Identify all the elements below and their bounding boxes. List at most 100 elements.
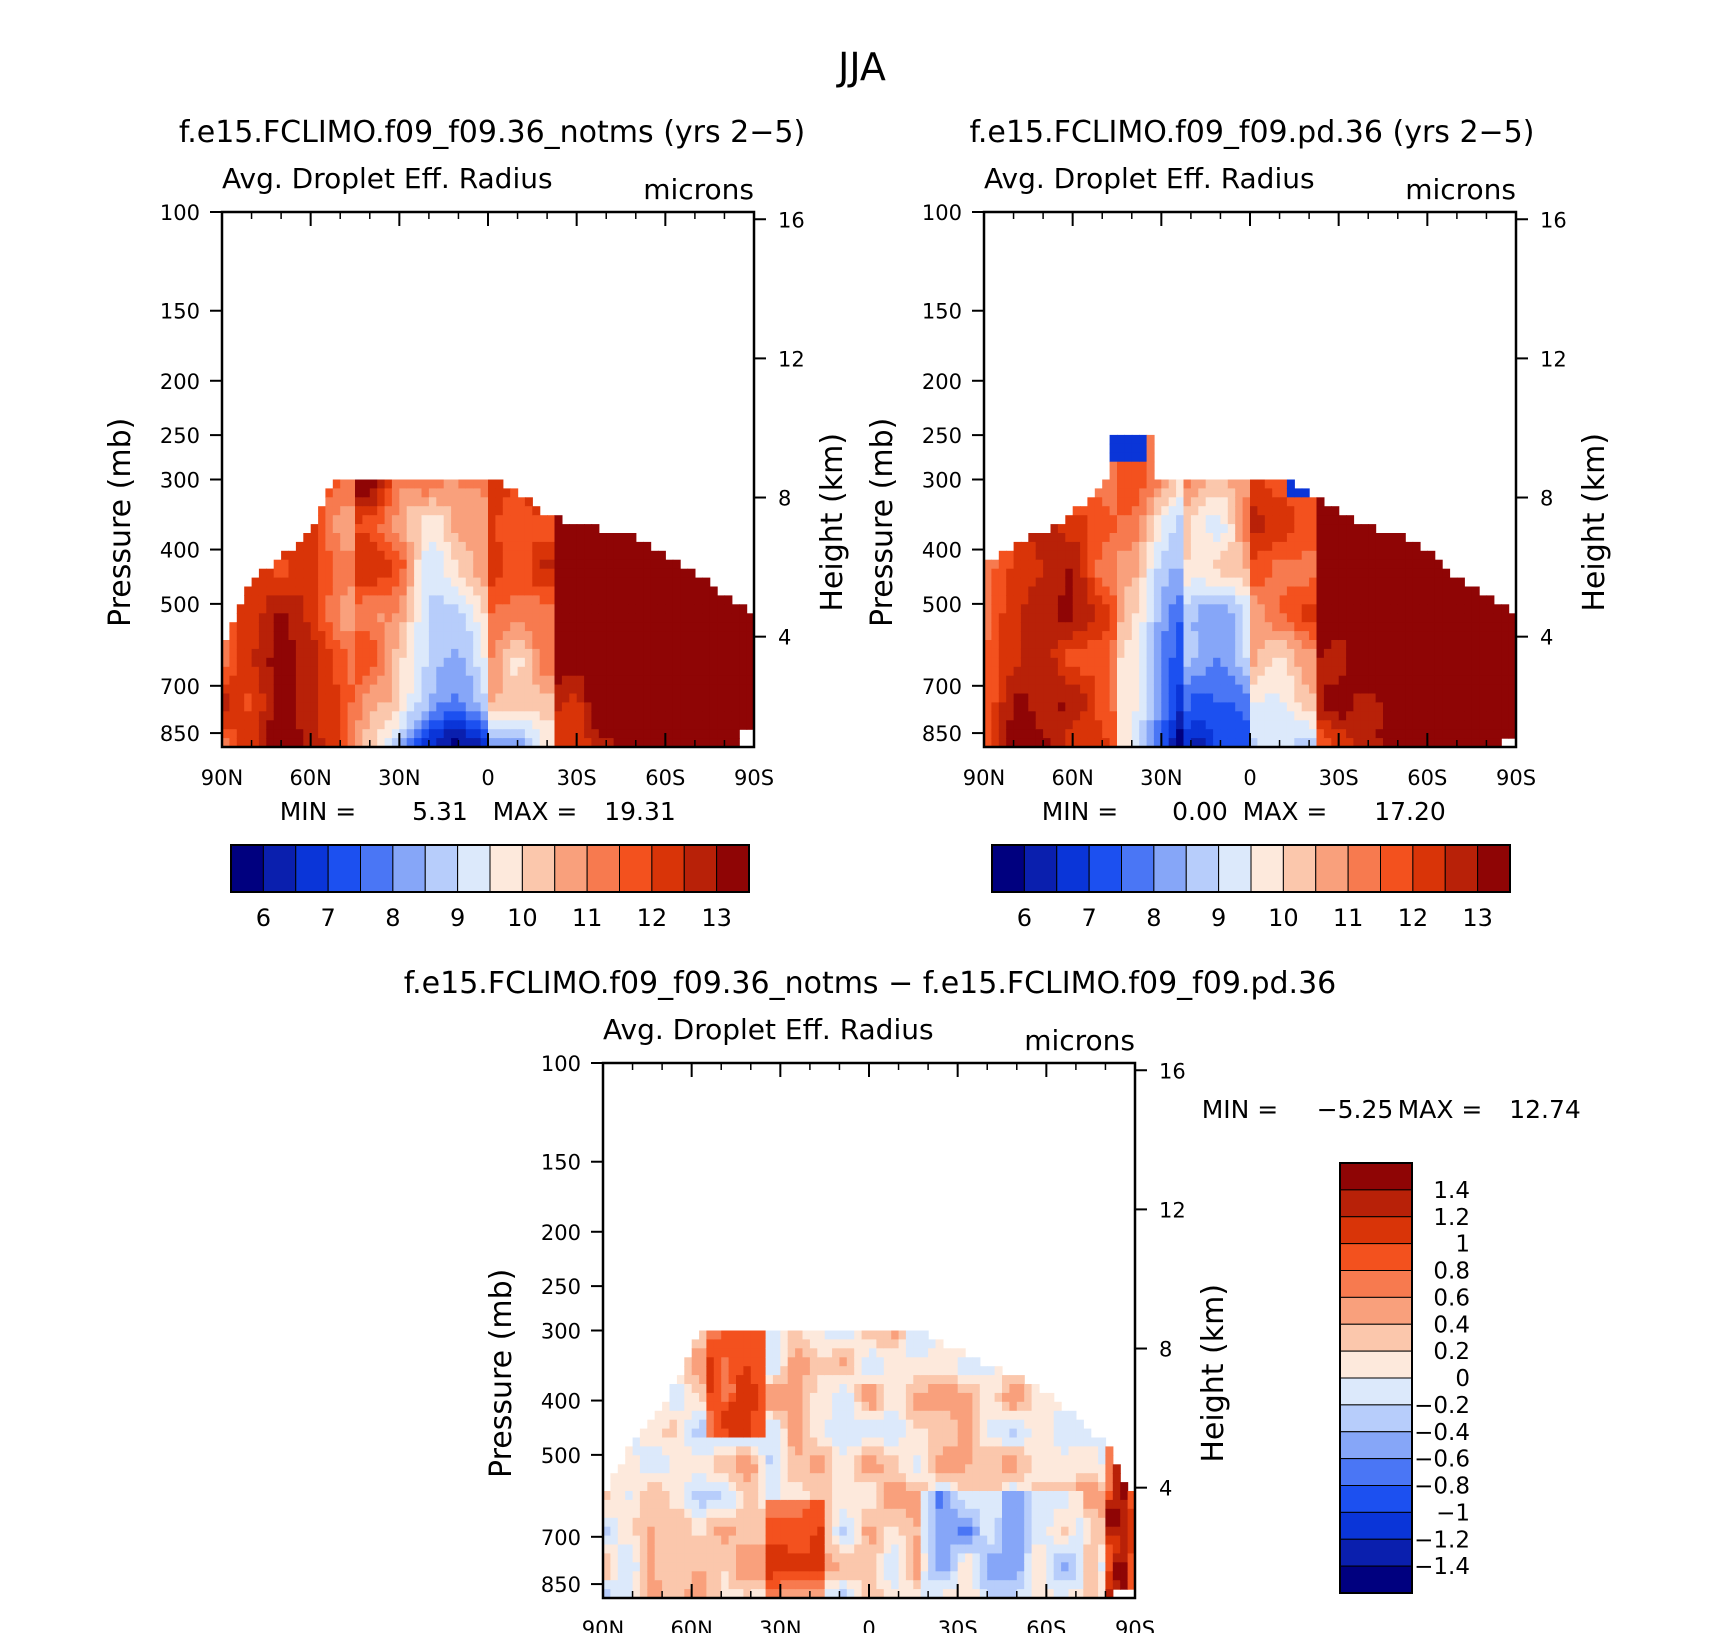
- heatmap-cell: [669, 1526, 678, 1537]
- heatmap-cell: [369, 506, 378, 516]
- heatmap-cell: [1131, 568, 1140, 579]
- heatmap-cell: [488, 631, 496, 641]
- heatmap-cell: [1006, 666, 1015, 677]
- heatmap-cell: [1205, 515, 1214, 525]
- heatmap-cell: [772, 1491, 781, 1501]
- heatmap-cell: [1006, 702, 1015, 712]
- heatmap-cell: [1153, 524, 1162, 534]
- heatmap-cell: [362, 720, 371, 730]
- heatmap-cell: [1323, 631, 1332, 641]
- heatmap-cell: [883, 1589, 892, 1599]
- heatmap-cell: [721, 1428, 730, 1439]
- heatmap-cell: [1323, 711, 1332, 721]
- heatmap-cell: [998, 568, 1007, 579]
- heatmap-cell: [325, 684, 334, 695]
- heatmap-cell: [699, 1464, 708, 1474]
- heatmap-cell: [724, 684, 733, 695]
- heatmap-cell: [428, 648, 437, 659]
- heatmap-cell: [1442, 568, 1451, 579]
- heatmap-cell: [488, 559, 496, 570]
- heatmap-cell: [1316, 640, 1325, 650]
- heatmap-cell: [391, 559, 400, 570]
- heatmap-cell: [355, 702, 363, 712]
- heatmap-cell: [251, 693, 260, 703]
- heatmap-cell: [295, 684, 304, 695]
- heatmap-cell: [399, 533, 408, 543]
- heatmap-cell: [1227, 613, 1236, 623]
- heatmap-cell: [657, 693, 666, 703]
- heatmap-cell: [795, 1482, 804, 1492]
- heatmap-cell: [984, 559, 992, 570]
- heatmap-cell: [1087, 613, 1096, 623]
- heatmap-cell: [628, 631, 637, 641]
- heatmap-cell: [539, 648, 548, 659]
- heatmap-cell: [750, 1571, 759, 1581]
- heatmap-cell: [691, 1339, 700, 1349]
- heatmap-cell: [728, 1428, 737, 1439]
- heatmap-cell: [680, 631, 689, 641]
- heatmap-cell: [569, 631, 578, 641]
- heatmap-cell: [347, 497, 356, 507]
- heatmap-cell: [680, 738, 689, 748]
- heatmap-cell: [891, 1473, 900, 1483]
- heatmap-cell: [1087, 533, 1096, 543]
- heatmap-cell: [676, 1562, 685, 1572]
- heatmap-cell: [325, 720, 334, 730]
- heatmap-cell: [362, 479, 371, 489]
- heatmap-cell: [465, 738, 474, 748]
- heatmap-cell: [1250, 595, 1258, 605]
- heatmap-cell: [1050, 640, 1059, 650]
- heatmap-cell: [625, 1508, 634, 1519]
- heatmap-cell: [576, 648, 585, 659]
- heatmap-cell: [1323, 675, 1332, 686]
- heatmap-cell: [861, 1580, 870, 1590]
- heatmap-cell: [1360, 640, 1369, 650]
- heatmap-cell: [1183, 515, 1192, 525]
- heatmap-cell: [869, 1580, 877, 1590]
- heatmap-cell: [421, 738, 430, 748]
- heatmap-cell: [603, 1508, 611, 1519]
- heatmap-cell: [1183, 666, 1192, 677]
- heatmap-cell: [1176, 675, 1185, 686]
- heatmap-cell: [1080, 702, 1089, 712]
- heatmap-cell: [662, 1428, 671, 1439]
- heatmap-cell: [1301, 684, 1310, 695]
- heatmap-cell: [984, 622, 992, 632]
- heatmap-cell: [1405, 604, 1414, 614]
- heatmap-cell: [288, 577, 297, 588]
- heatmap-cell: [510, 613, 519, 623]
- heatmap-cell: [369, 738, 378, 748]
- heatmap-cell: [780, 1384, 789, 1394]
- heatmap-cell: [399, 684, 408, 695]
- heatmap-cell: [569, 568, 578, 579]
- heatmap-cell: [772, 1580, 781, 1590]
- heatmap-cell: [1035, 711, 1044, 721]
- heatmap-cell: [473, 702, 482, 712]
- heatmap-cell: [355, 541, 363, 552]
- heatmap-cell: [632, 1446, 641, 1456]
- heatmap-cell: [1419, 577, 1428, 588]
- heatmap-cell: [846, 1357, 855, 1367]
- heatmap-cell: [561, 693, 570, 703]
- heatmap-cell: [1294, 657, 1303, 668]
- left-string: Avg. Droplet Eff. Radius: [603, 1013, 934, 1046]
- heatmap-cell: [1501, 675, 1510, 686]
- heatmap-cell: [750, 1384, 759, 1394]
- heatmap-cell: [832, 1526, 841, 1537]
- heatmap-cell: [1227, 488, 1236, 498]
- heatmap-cell: [1508, 640, 1517, 650]
- heatmap-cell: [758, 1482, 767, 1492]
- heatmap-cell: [1368, 568, 1377, 579]
- heatmap-cell: [347, 684, 356, 695]
- heatmap-cell: [632, 1499, 641, 1510]
- heatmap-cell: [1427, 604, 1436, 614]
- heatmap-cell: [699, 1553, 708, 1563]
- heatmap-cell: [883, 1339, 892, 1349]
- heatmap-cell: [1006, 738, 1015, 748]
- heatmap-cell: [340, 488, 349, 498]
- heatmap-cell: [1331, 506, 1340, 516]
- heatmap-cell: [772, 1473, 781, 1483]
- heatmap-cell: [699, 1526, 708, 1537]
- heatmap-cell: [625, 1571, 634, 1581]
- colorbar-label: 11: [572, 904, 603, 932]
